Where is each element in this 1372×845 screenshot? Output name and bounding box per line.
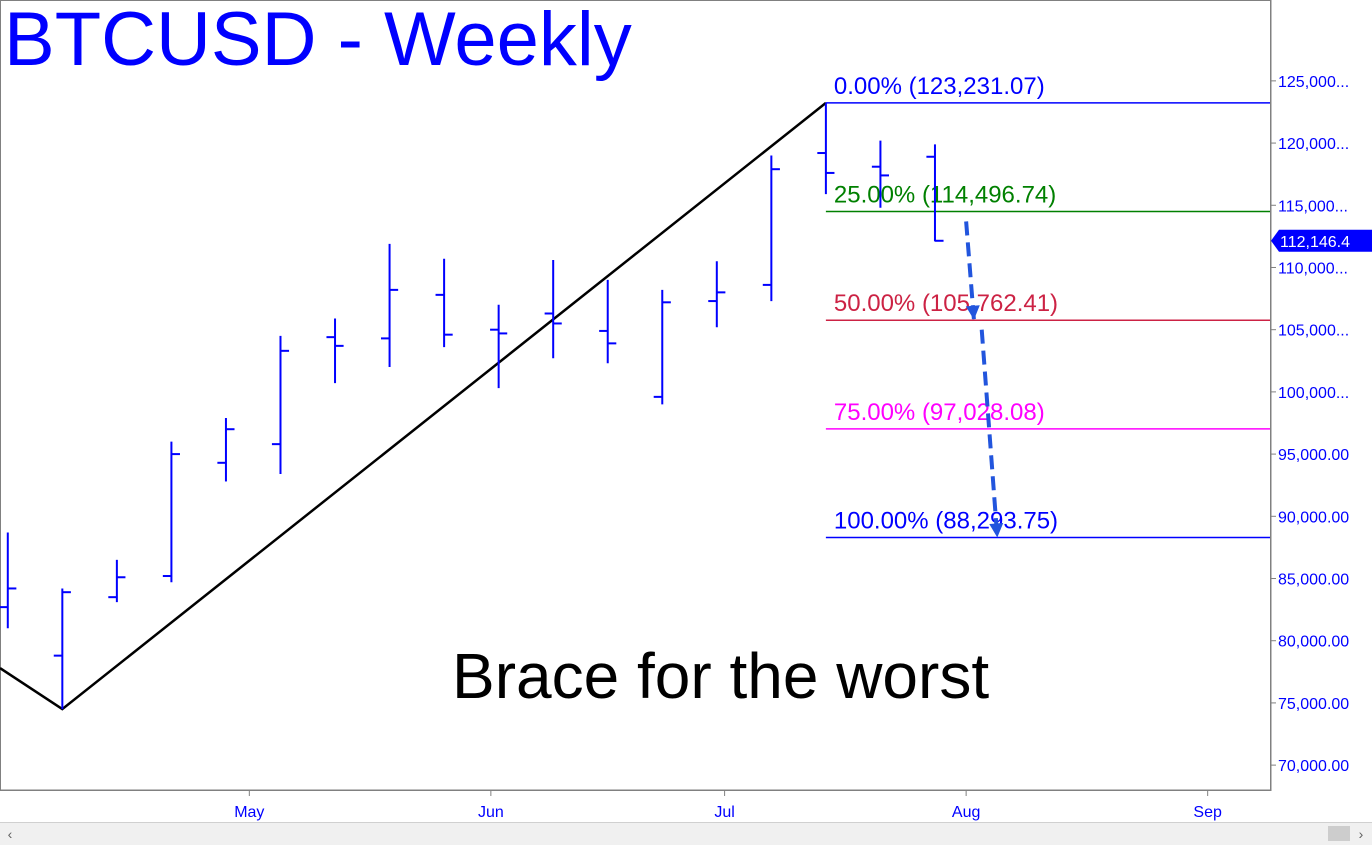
ohlc-bar — [53, 588, 71, 710]
scroll-right-icon[interactable]: › — [1358, 826, 1364, 842]
ohlc-bar — [435, 258, 453, 348]
x-tick-label: Sep — [1193, 804, 1222, 821]
last-price-label: 112,146.4 — [1280, 234, 1350, 251]
btcusd-weekly-chart: 0.00% (123,231.07) 25.00% (114,496.74) 50.… — [0, 0, 1372, 821]
ohlc-bar — [162, 441, 180, 583]
plot-border — [0, 0, 1271, 791]
fib-label-0: 0.00% (123,231.07) — [834, 73, 1045, 100]
ohlc-bar — [871, 140, 889, 208]
ohlc-bar — [271, 335, 290, 474]
ohlc-bar — [217, 418, 235, 482]
fib-label-100: 100.00% (88,293.75) — [834, 508, 1058, 535]
y-tick-label: 70,000.00 — [1278, 758, 1349, 775]
x-tick-label: Jul — [714, 804, 734, 821]
projection-arrow-head — [965, 305, 980, 320]
projection-arrow-line — [979, 329, 1000, 538]
projection-arrow-head — [989, 522, 1004, 538]
fib-label-25: 25.00% (114,496.74) — [834, 182, 1056, 209]
scroll-left-icon[interactable]: ‹ — [7, 826, 13, 842]
y-tick-label: 95,000.00 — [1278, 447, 1349, 464]
fib-label-75: 75.00% (97,028.08) — [834, 399, 1045, 426]
y-tick-label: 115,000... — [1278, 198, 1348, 215]
x-tick-label: Aug — [952, 804, 980, 821]
x-axis: May Jun Jul Aug Sep — [0, 789, 1270, 821]
x-tick-label: May — [234, 804, 264, 821]
y-tick-label: 85,000.00 — [1278, 572, 1349, 589]
price-bars — [0, 103, 944, 710]
ohlc-bar — [926, 144, 944, 242]
projection-arrows — [964, 221, 1004, 538]
y-tick-label: 120,000... — [1278, 136, 1349, 153]
fibonacci-levels: 0.00% (123,231.07) 25.00% (114,496.74) 50.… — [825, 73, 1270, 539]
y-tick-label: 90,000.00 — [1278, 509, 1349, 526]
y-tick-label: 125,000... — [1278, 74, 1349, 91]
ohlc-bar — [490, 304, 508, 389]
projection-arrow-line — [964, 221, 976, 320]
ohlc-bar — [0, 532, 17, 629]
chart-title: BTCUSD - Weekly — [4, 0, 632, 82]
fib-label-50: 50.00% (105,762.41) — [834, 290, 1058, 317]
x-tick-label: Jun — [478, 804, 504, 821]
y-tick-label: 80,000.00 — [1278, 634, 1349, 651]
annotation-text: Brace for the worst — [452, 640, 990, 712]
ohlc-bar — [544, 260, 562, 359]
last-price-badge: 112,146.4 — [1271, 229, 1372, 252]
y-tick-label: 105,000... — [1278, 323, 1349, 340]
ohlc-bar — [381, 243, 399, 368]
last-price-badge-bg — [1271, 229, 1372, 252]
ohlc-bar — [762, 155, 780, 302]
y-axis: 125,000... 120,000... 115,000... 110,000...… — [1270, 0, 1372, 791]
scrollbar-thumb[interactable] — [1328, 826, 1350, 841]
ohlc-bar — [817, 103, 835, 195]
ohlc-bar — [653, 289, 671, 405]
ohlc-bar — [108, 559, 126, 603]
ohlc-bar — [326, 318, 344, 384]
horizontal-scrollbar[interactable]: ‹ › — [0, 822, 1372, 845]
y-tick-label: 75,000.00 — [1278, 696, 1349, 713]
plot-area — [0, 0, 1271, 791]
ohlc-bar — [708, 261, 726, 328]
y-tick-label: 110,000... — [1278, 260, 1348, 277]
y-tick-label: 100,000... — [1278, 385, 1349, 402]
ohlc-bar — [599, 279, 617, 364]
